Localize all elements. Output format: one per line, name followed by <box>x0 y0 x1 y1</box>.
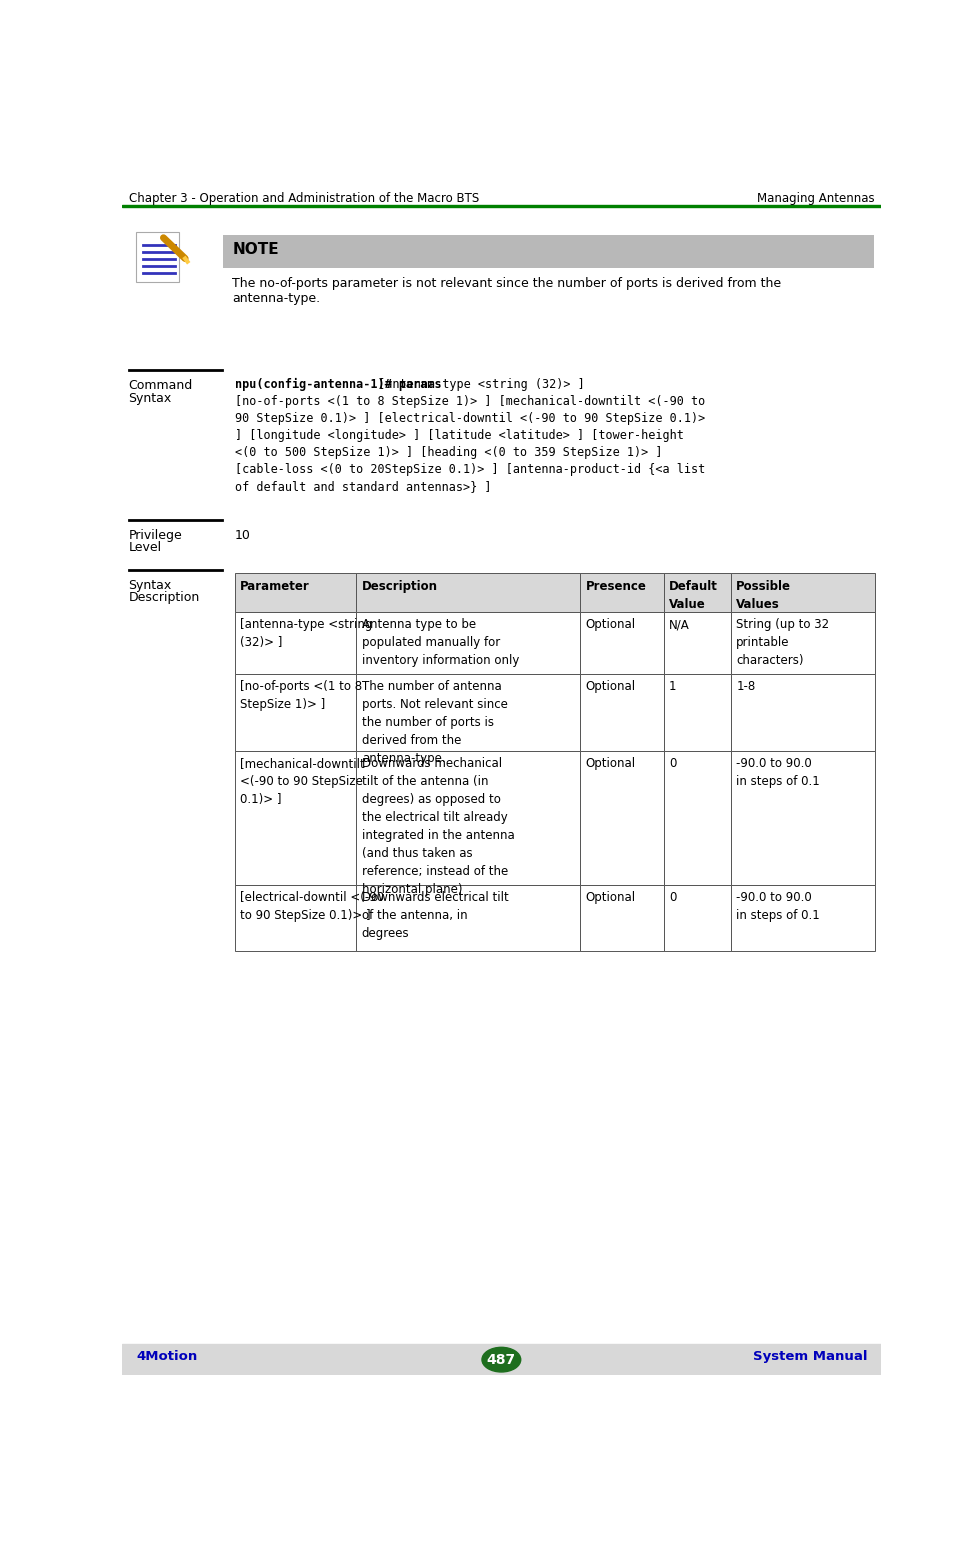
Bar <box>731 751 874 885</box>
Text: 4Motion: 4Motion <box>136 1350 198 1363</box>
Bar <box>235 751 356 885</box>
Text: ] [longitude <longitude> ] [latitude <latitude> ] [tower-height: ] [longitude <longitude> ] [latitude <la… <box>235 428 683 442</box>
Bar <box>235 674 356 751</box>
Bar <box>580 573 663 612</box>
Text: 1: 1 <box>668 680 676 692</box>
Text: Level: Level <box>128 541 161 555</box>
Text: Presence: Presence <box>585 579 646 593</box>
Text: String (up to 32
printable
characters): String (up to 32 printable characters) <box>735 618 828 667</box>
Bar <box>580 674 663 751</box>
Bar <box>235 573 356 612</box>
Text: 10: 10 <box>235 528 250 542</box>
Text: Optional: Optional <box>585 757 636 769</box>
Text: Downwards mechanical
tilt of the antenna (in
degrees) as opposed to
the electric: Downwards mechanical tilt of the antenna… <box>362 757 514 896</box>
Bar <box>356 674 580 751</box>
Text: 90 StepSize 0.1)> ] [electrical-downtil <(-90 to 90 StepSize 0.1)>: 90 StepSize 0.1)> ] [electrical-downtil … <box>235 413 704 425</box>
Text: [antenna-type <string (32)> ]: [antenna-type <string (32)> ] <box>371 379 584 391</box>
Text: System Manual: System Manual <box>752 1350 867 1363</box>
Text: Command: Command <box>128 380 193 392</box>
Text: Syntax: Syntax <box>128 579 172 592</box>
Bar <box>663 573 731 612</box>
Bar <box>235 612 356 674</box>
Text: npu(config-antenna-1)# params: npu(config-antenna-1)# params <box>235 379 441 391</box>
Bar <box>580 612 663 674</box>
Text: Description: Description <box>128 592 200 604</box>
Bar <box>356 573 580 612</box>
Text: Managing Antennas: Managing Antennas <box>757 192 874 204</box>
Bar <box>663 751 731 885</box>
Bar <box>580 885 663 950</box>
Text: 1-8: 1-8 <box>735 680 755 692</box>
Bar <box>122 205 880 207</box>
Bar <box>731 674 874 751</box>
Ellipse shape <box>481 1347 520 1372</box>
Bar <box>223 235 873 267</box>
Text: of default and standard antennas>} ]: of default and standard antennas>} ] <box>235 479 491 493</box>
Text: [mechanical-downtilt
<(-90 to 90 StepSize
0.1)> ]: [mechanical-downtilt <(-90 to 90 StepSiz… <box>240 757 365 806</box>
Text: -90.0 to 90.0
in steps of 0.1: -90.0 to 90.0 in steps of 0.1 <box>735 757 820 788</box>
Bar <box>663 674 731 751</box>
Text: Possible
Values: Possible Values <box>735 579 790 610</box>
Text: antenna-type.: antenna-type. <box>232 292 320 306</box>
Text: Syntax: Syntax <box>128 392 172 405</box>
Text: The number of antenna
ports. Not relevant since
the number of ports is
derived f: The number of antenna ports. Not relevan… <box>362 680 508 765</box>
Text: 0: 0 <box>668 757 676 769</box>
Text: -90.0 to 90.0
in steps of 0.1: -90.0 to 90.0 in steps of 0.1 <box>735 891 820 922</box>
Text: 487: 487 <box>486 1353 515 1367</box>
Text: Parameter: Parameter <box>240 579 310 593</box>
Text: Chapter 3 - Operation and Administration of the Macro BTS: Chapter 3 - Operation and Administration… <box>128 192 478 204</box>
Bar <box>731 612 874 674</box>
Text: Description: Description <box>362 579 437 593</box>
Text: Privilege: Privilege <box>128 528 182 542</box>
Text: Downwards electrical tilt
of the antenna, in
degrees: Downwards electrical tilt of the antenna… <box>362 891 508 941</box>
Text: [electrical-downtil <(-90
to 90 StepSize 0.1)> ]: [electrical-downtil <(-90 to 90 StepSize… <box>240 891 384 922</box>
Bar <box>731 573 874 612</box>
Bar <box>580 751 663 885</box>
Bar <box>356 885 580 950</box>
Text: Optional: Optional <box>585 680 636 692</box>
Bar <box>122 1344 880 1375</box>
Text: The no-of-ports parameter is not relevant since the number of ports is derived f: The no-of-ports parameter is not relevan… <box>232 277 780 290</box>
Text: [antenna-type <string
(32)> ]: [antenna-type <string (32)> ] <box>240 618 373 649</box>
Text: N/A: N/A <box>668 618 689 632</box>
Text: Default
Value: Default Value <box>668 579 717 610</box>
Bar <box>235 885 356 950</box>
Text: NOTE: NOTE <box>232 241 279 256</box>
Text: Optional: Optional <box>585 618 636 632</box>
Text: 0: 0 <box>668 891 676 904</box>
Bar <box>663 885 731 950</box>
Bar <box>731 885 874 950</box>
Text: Optional: Optional <box>585 891 636 904</box>
Bar <box>356 612 580 674</box>
Text: <(0 to 500 StepSize 1)> ] [heading <(0 to 359 StepSize 1)> ]: <(0 to 500 StepSize 1)> ] [heading <(0 t… <box>235 445 661 459</box>
Bar <box>663 612 731 674</box>
Bar <box>136 232 179 281</box>
Text: Antenna type to be
populated manually for
inventory information only: Antenna type to be populated manually fo… <box>362 618 518 667</box>
Bar <box>356 751 580 885</box>
Text: [cable-loss <(0 to 20StepSize 0.1)> ] [antenna-product-id {<a list: [cable-loss <(0 to 20StepSize 0.1)> ] [a… <box>235 462 704 476</box>
Text: [no-of-ports <(1 to 8 StepSize 1)> ] [mechanical-downtilt <(-90 to: [no-of-ports <(1 to 8 StepSize 1)> ] [me… <box>235 396 704 408</box>
Text: [no-of-ports <(1 to 8
StepSize 1)> ]: [no-of-ports <(1 to 8 StepSize 1)> ] <box>240 680 362 711</box>
